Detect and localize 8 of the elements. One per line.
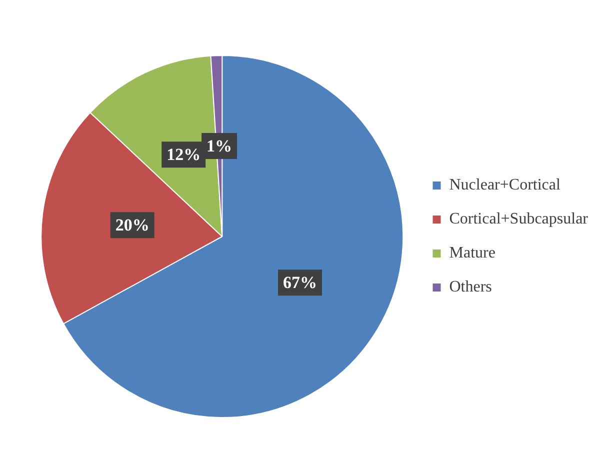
- data-label: 67%: [283, 272, 318, 292]
- legend-label: Cortical+Subcapsular: [449, 210, 589, 228]
- data-label: 1%: [206, 136, 232, 156]
- legend-label: Others: [449, 278, 492, 296]
- data-label: 20%: [115, 216, 150, 235]
- legend-label: Nuclear+Cortical: [449, 176, 561, 194]
- legend-label: Mature: [449, 244, 496, 262]
- data-label: 12%: [166, 145, 201, 164]
